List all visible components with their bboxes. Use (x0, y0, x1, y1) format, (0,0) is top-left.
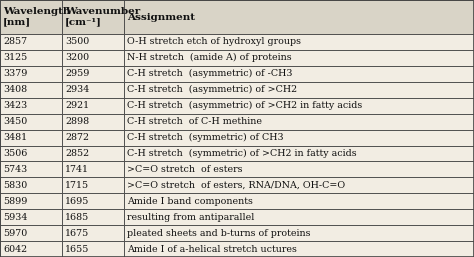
Text: 3423: 3423 (3, 101, 27, 110)
Bar (124, 98, 474, 114)
Bar (0, 66, 62, 82)
Text: 5934: 5934 (3, 213, 27, 222)
Text: 3506: 3506 (3, 149, 27, 158)
Text: 3125: 3125 (3, 53, 27, 62)
Text: C-H stretch  (asymmetric) of -CH3: C-H stretch (asymmetric) of -CH3 (127, 69, 292, 78)
Bar (0, 177, 62, 193)
Bar (62, 50, 124, 66)
Bar (62, 193, 124, 209)
Bar (124, 0, 474, 34)
Bar (62, 34, 124, 50)
Text: Amide I band components: Amide I band components (127, 197, 253, 206)
Bar (62, 209, 124, 225)
Bar (62, 225, 124, 241)
Bar (62, 0, 124, 34)
Text: 1715: 1715 (65, 181, 89, 190)
Bar (124, 130, 474, 145)
Bar (0, 145, 62, 161)
Text: 2857: 2857 (3, 38, 27, 47)
Bar (124, 193, 474, 209)
Bar (0, 82, 62, 98)
Text: 1741: 1741 (65, 165, 89, 174)
Text: 3379: 3379 (3, 69, 27, 78)
Text: N-H stretch  (amide A) of proteins: N-H stretch (amide A) of proteins (127, 53, 292, 62)
Text: 3408: 3408 (3, 85, 27, 94)
Text: 1675: 1675 (65, 229, 89, 238)
Text: 2872: 2872 (65, 133, 89, 142)
Text: 6042: 6042 (3, 245, 27, 254)
Bar (0, 0, 62, 34)
Text: O-H stretch etch of hydroxyl groups: O-H stretch etch of hydroxyl groups (127, 38, 301, 47)
Text: 2852: 2852 (65, 149, 89, 158)
Bar (124, 209, 474, 225)
Text: 5970: 5970 (3, 229, 27, 238)
Bar (62, 98, 124, 114)
Bar (0, 50, 62, 66)
Bar (0, 98, 62, 114)
Text: C-H stretch  of C-H methine: C-H stretch of C-H methine (127, 117, 262, 126)
Text: 2898: 2898 (65, 117, 89, 126)
Text: C-H stretch  (asymmetric) of >CH2 in fatty acids: C-H stretch (asymmetric) of >CH2 in fatt… (127, 101, 362, 110)
Bar (62, 145, 124, 161)
Text: 3481: 3481 (3, 133, 27, 142)
Bar (124, 114, 474, 130)
Bar (0, 34, 62, 50)
Bar (0, 193, 62, 209)
Text: 2934: 2934 (65, 85, 89, 94)
Bar (0, 209, 62, 225)
Text: 5743: 5743 (3, 165, 27, 174)
Bar (124, 241, 474, 257)
Text: 3500: 3500 (65, 38, 89, 47)
Text: >C=O stretch  of esters: >C=O stretch of esters (127, 165, 243, 174)
Text: 3200: 3200 (65, 53, 89, 62)
Text: 1685: 1685 (65, 213, 89, 222)
Bar (124, 145, 474, 161)
Bar (62, 177, 124, 193)
Text: C-H stretch  (symmetric) of CH3: C-H stretch (symmetric) of CH3 (127, 133, 283, 142)
Text: Wavelength
[nm]: Wavelength [nm] (3, 7, 70, 27)
Bar (62, 82, 124, 98)
Bar (0, 225, 62, 241)
Bar (62, 114, 124, 130)
Text: 2921: 2921 (65, 101, 89, 110)
Bar (124, 66, 474, 82)
Text: C-H stretch  (asymmetric) of >CH2: C-H stretch (asymmetric) of >CH2 (127, 85, 297, 94)
Text: Amide I of a-helical stretch uctures: Amide I of a-helical stretch uctures (127, 245, 297, 254)
Bar (124, 82, 474, 98)
Bar (124, 177, 474, 193)
Bar (124, 34, 474, 50)
Text: 2959: 2959 (65, 69, 90, 78)
Text: 5899: 5899 (3, 197, 27, 206)
Bar (124, 50, 474, 66)
Bar (124, 161, 474, 177)
Text: Assignment: Assignment (127, 13, 195, 22)
Bar (0, 114, 62, 130)
Bar (62, 241, 124, 257)
Bar (124, 225, 474, 241)
Text: pleated sheets and b-turns of proteins: pleated sheets and b-turns of proteins (127, 229, 310, 238)
Text: 1655: 1655 (65, 245, 90, 254)
Text: 3450: 3450 (3, 117, 27, 126)
Bar (62, 66, 124, 82)
Bar (0, 241, 62, 257)
Bar (0, 161, 62, 177)
Text: 1695: 1695 (65, 197, 90, 206)
Text: resulting from antiparallel: resulting from antiparallel (127, 213, 255, 222)
Text: C-H stretch  (symmetric) of >CH2 in fatty acids: C-H stretch (symmetric) of >CH2 in fatty… (127, 149, 356, 158)
Text: Wavenumber
[cm⁻¹]: Wavenumber [cm⁻¹] (65, 7, 140, 27)
Bar (0, 130, 62, 145)
Bar (62, 130, 124, 145)
Text: 5830: 5830 (3, 181, 27, 190)
Text: >C=O stretch  of esters, RNA/DNA, OH-C=O: >C=O stretch of esters, RNA/DNA, OH-C=O (127, 181, 345, 190)
Bar (62, 161, 124, 177)
